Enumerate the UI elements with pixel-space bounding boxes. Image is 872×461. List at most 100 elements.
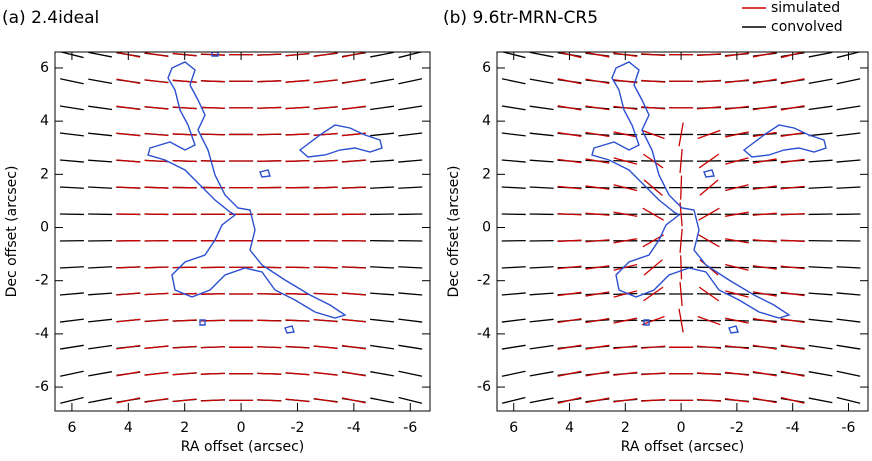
polarization-vector (678, 122, 684, 147)
polarization-vector (680, 255, 683, 280)
polarization-vector (88, 292, 113, 296)
polarization-vector (257, 346, 282, 349)
contour (147, 52, 383, 334)
polarization-vector (501, 266, 526, 269)
polarization-vector (200, 133, 225, 136)
polarization-vector (696, 106, 722, 110)
polarization-vector (370, 132, 395, 137)
polarization-vector (613, 105, 638, 110)
polarization-vector (808, 397, 833, 404)
polarization-vector (752, 158, 777, 164)
polarization-vector (398, 396, 423, 404)
polarization-vector (313, 159, 338, 163)
polarization-vector (641, 129, 665, 140)
y-tick-label: -6 (477, 379, 491, 395)
polarization-vector (144, 132, 169, 137)
polarization-vector (529, 159, 554, 163)
polarization-vector (200, 53, 225, 56)
y-tick-label: -2 (35, 273, 49, 289)
polarization-vector (370, 371, 394, 377)
polarization-vector (808, 266, 833, 269)
polarization-vector (808, 78, 833, 84)
polarization-vector (116, 344, 141, 350)
panel-title: (a) 2.4ideal (2, 8, 99, 28)
polarization-vector (780, 396, 805, 404)
polarization-vector (724, 238, 749, 244)
polarization-vector (613, 238, 638, 244)
plot-frame (496, 51, 869, 412)
polarization-vector (144, 266, 169, 269)
plot-area (501, 52, 861, 404)
polarization-vector (59, 105, 84, 111)
polarization-vector (313, 345, 338, 350)
polarization-vector (341, 105, 366, 111)
polarization-vector (341, 318, 366, 323)
polarization-vector (501, 186, 526, 189)
polarization-vector (780, 239, 805, 243)
x-tick-label: 6 (509, 420, 518, 436)
polarization-vector (285, 79, 310, 83)
polarization-vector (59, 318, 84, 323)
y-tick-label: 6 (482, 60, 491, 76)
polarization-vector (172, 372, 197, 376)
polarization-vector (643, 259, 663, 276)
polarization-vector (679, 281, 683, 307)
polarization-vector (696, 398, 722, 402)
polarization-vector (285, 292, 310, 296)
polarization-vector (808, 52, 833, 58)
polarization-vector (808, 159, 833, 163)
polarization-vector (808, 371, 833, 377)
polarization-vector (341, 292, 366, 296)
polarization-vector (172, 79, 197, 83)
polarization-vector (613, 371, 638, 376)
x-tick-label: -6 (841, 420, 855, 436)
polarization-vector (585, 397, 610, 404)
polarization-vector (529, 105, 554, 111)
x-tick-label: 4 (124, 420, 133, 436)
polarization-vector (88, 52, 113, 58)
x-tick-label: -2 (730, 420, 744, 436)
polarization-vector (501, 159, 526, 163)
polarization-vector (557, 318, 582, 324)
polarization-vector (696, 372, 722, 376)
polarization-vector (585, 371, 610, 377)
polarization-vector (144, 292, 169, 296)
polarization-vector (698, 234, 720, 248)
polarization-vector (699, 179, 719, 196)
polarization-vector (529, 52, 554, 58)
polarization-vector (641, 53, 666, 57)
polarization-vector (501, 292, 526, 296)
polarization-vector (313, 266, 338, 269)
polarization-vector (529, 132, 554, 137)
polarization-vector (172, 319, 197, 322)
polarization-vector (780, 131, 805, 137)
polarization-vector (172, 133, 197, 136)
polarization-vector (370, 105, 395, 111)
polarization-vector (698, 207, 720, 221)
polarization-vector (285, 345, 310, 349)
polarization-vector (641, 315, 665, 326)
polarization-vector (641, 372, 666, 376)
polarization-vector (313, 105, 338, 110)
polarization-vector (398, 266, 423, 269)
polarization-vector (725, 131, 749, 138)
polarization-vector (529, 344, 554, 350)
polarization-vector (370, 292, 395, 296)
polarization-vector (88, 186, 113, 189)
polarization-vector (501, 132, 526, 137)
polarization-vector (341, 397, 366, 404)
polarization-vector (557, 265, 582, 270)
polarization-vector (313, 397, 338, 403)
polarization-vector (341, 159, 366, 163)
polarization-vector (585, 185, 610, 190)
polarization-vector (724, 79, 749, 84)
polarization-vector (613, 398, 638, 403)
polarization-vector (398, 105, 423, 111)
y-tick-label: 0 (40, 220, 49, 236)
polarization-vector (370, 159, 395, 163)
polarization-vector (613, 263, 638, 271)
polarization-vector (172, 345, 197, 349)
polarization-vector (285, 319, 310, 322)
polarization-vector (643, 179, 663, 196)
y-tick-label: 0 (482, 220, 491, 236)
